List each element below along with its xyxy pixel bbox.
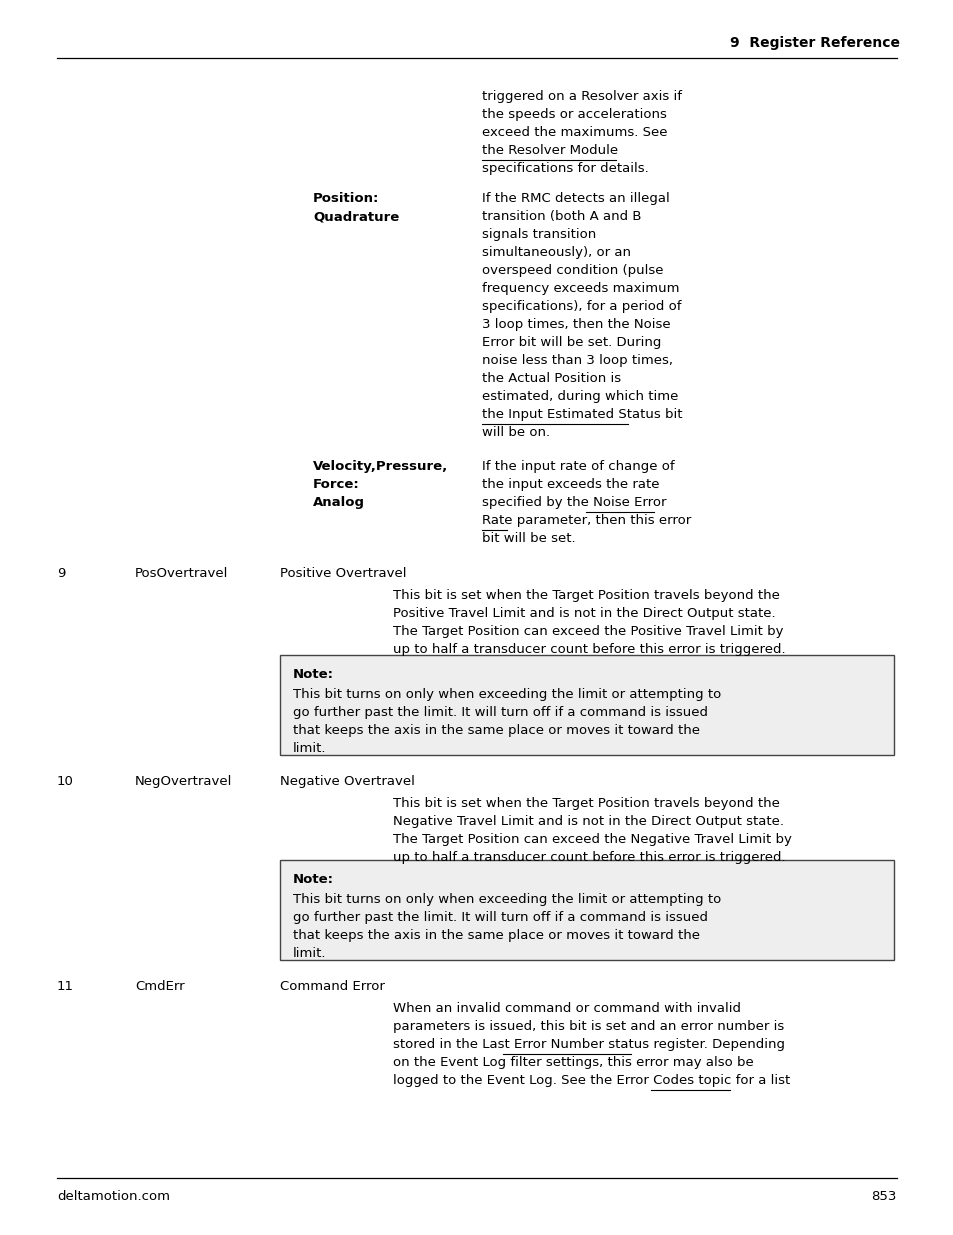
Text: up to half a transducer count before this error is triggered.: up to half a transducer count before thi… [393, 643, 785, 656]
Text: the Resolver Module: the Resolver Module [481, 144, 618, 157]
Text: Negative Travel Limit and is not in the Direct Output state.: Negative Travel Limit and is not in the … [393, 815, 783, 827]
Text: that keeps the axis in the same place or moves it toward the: that keeps the axis in the same place or… [293, 929, 700, 942]
Text: Note:: Note: [293, 873, 334, 885]
Text: If the input rate of change of: If the input rate of change of [481, 459, 674, 473]
Text: limit.: limit. [293, 947, 326, 960]
Text: CmdErr: CmdErr [135, 981, 185, 993]
Text: Force:: Force: [313, 478, 359, 492]
Text: 9  Register Reference: 9 Register Reference [729, 36, 899, 49]
Text: limit.: limit. [293, 742, 326, 755]
Text: overspeed condition (pulse: overspeed condition (pulse [481, 264, 662, 277]
Text: Note:: Note: [293, 668, 334, 680]
Text: When an invalid command or command with invalid: When an invalid command or command with … [393, 1002, 740, 1015]
Text: stored in the Last Error Number status register. Depending: stored in the Last Error Number status r… [393, 1037, 784, 1051]
Text: exceed the maximums. See: exceed the maximums. See [481, 126, 667, 140]
Text: NegOvertravel: NegOvertravel [135, 776, 233, 788]
Text: This bit turns on only when exceeding the limit or attempting to: This bit turns on only when exceeding th… [293, 688, 720, 701]
Text: parameters is issued, this bit is set and an error number is: parameters is issued, this bit is set an… [393, 1020, 783, 1032]
Text: the speeds or accelerations: the speeds or accelerations [481, 107, 666, 121]
Text: 10: 10 [57, 776, 73, 788]
Text: 9: 9 [57, 567, 66, 580]
Text: bit will be set.: bit will be set. [481, 532, 575, 545]
Text: will be on.: will be on. [481, 426, 550, 438]
Text: 853: 853 [871, 1191, 896, 1203]
Text: that keeps the axis in the same place or moves it toward the: that keeps the axis in the same place or… [293, 724, 700, 737]
Text: Quadrature: Quadrature [313, 210, 399, 224]
Text: This bit is set when the Target Position travels beyond the: This bit is set when the Target Position… [393, 797, 779, 810]
FancyBboxPatch shape [280, 860, 893, 960]
Text: go further past the limit. It will turn off if a command is issued: go further past the limit. It will turn … [293, 911, 707, 924]
Text: the Input Estimated Status bit: the Input Estimated Status bit [481, 408, 681, 421]
Text: the Actual Position is: the Actual Position is [481, 372, 620, 385]
Text: Positive Overtravel: Positive Overtravel [280, 567, 406, 580]
Text: specifications), for a period of: specifications), for a period of [481, 300, 680, 312]
Text: deltamotion.com: deltamotion.com [57, 1191, 170, 1203]
Text: triggered on a Resolver axis if: triggered on a Resolver axis if [481, 90, 681, 103]
Text: up to half a transducer count before this error is triggered.: up to half a transducer count before thi… [393, 851, 785, 864]
Text: go further past the limit. It will turn off if a command is issued: go further past the limit. It will turn … [293, 706, 707, 719]
Text: specifications for details.: specifications for details. [481, 162, 648, 175]
Text: The Target Position can exceed the Negative Travel Limit by: The Target Position can exceed the Negat… [393, 832, 791, 846]
Text: If the RMC detects an illegal: If the RMC detects an illegal [481, 191, 669, 205]
Text: logged to the Event Log. See the Error Codes topic for a list: logged to the Event Log. See the Error C… [393, 1074, 789, 1087]
Text: Command Error: Command Error [280, 981, 384, 993]
Text: estimated, during which time: estimated, during which time [481, 390, 678, 403]
Text: specified by the Noise Error: specified by the Noise Error [481, 496, 666, 509]
Text: Error bit will be set. During: Error bit will be set. During [481, 336, 660, 350]
Text: the input exceeds the rate: the input exceeds the rate [481, 478, 659, 492]
Text: PosOvertravel: PosOvertravel [135, 567, 228, 580]
Text: 3 loop times, then the Noise: 3 loop times, then the Noise [481, 317, 670, 331]
Text: The Target Position can exceed the Positive Travel Limit by: The Target Position can exceed the Posit… [393, 625, 782, 638]
Text: on the Event Log filter settings, this error may also be: on the Event Log filter settings, this e… [393, 1056, 753, 1070]
Text: frequency exceeds maximum: frequency exceeds maximum [481, 282, 679, 295]
Text: Negative Overtravel: Negative Overtravel [280, 776, 415, 788]
Text: signals transition: signals transition [481, 228, 596, 241]
FancyBboxPatch shape [280, 655, 893, 755]
Text: This bit turns on only when exceeding the limit or attempting to: This bit turns on only when exceeding th… [293, 893, 720, 906]
Text: Position:: Position: [313, 191, 379, 205]
Text: noise less than 3 loop times,: noise less than 3 loop times, [481, 354, 672, 367]
Text: transition (both A and B: transition (both A and B [481, 210, 640, 224]
Text: Analog: Analog [313, 496, 365, 509]
Text: simultaneously), or an: simultaneously), or an [481, 246, 630, 259]
Text: Positive Travel Limit and is not in the Direct Output state.: Positive Travel Limit and is not in the … [393, 606, 775, 620]
Text: This bit is set when the Target Position travels beyond the: This bit is set when the Target Position… [393, 589, 779, 601]
Text: Rate parameter, then this error: Rate parameter, then this error [481, 514, 691, 527]
Text: 11: 11 [57, 981, 74, 993]
Text: Velocity,Pressure,: Velocity,Pressure, [313, 459, 448, 473]
